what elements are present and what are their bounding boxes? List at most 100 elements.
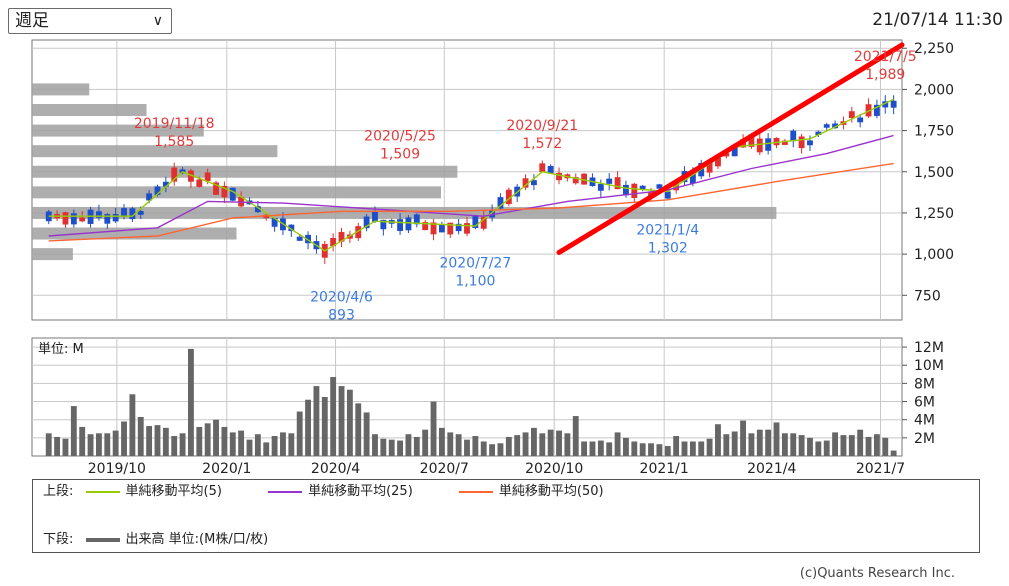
candle-down: [112, 214, 119, 222]
candle-down: [882, 101, 889, 108]
candle-up: [539, 163, 546, 172]
volume-bar: [497, 443, 504, 456]
ma-line-2: [48, 162, 894, 242]
legend-swatch-volume: [85, 537, 120, 542]
volume-bar: [623, 437, 629, 456]
candle-up: [723, 153, 730, 157]
candle-down: [890, 100, 897, 108]
candle-down: [405, 217, 412, 231]
volume-bar: [664, 446, 671, 456]
price-y-tick-label: 750: [914, 288, 941, 304]
volume-bar: [740, 420, 746, 456]
ma-line-1: [48, 134, 894, 237]
candle-up: [673, 183, 680, 191]
volume-unit-label: 単位: M: [38, 341, 84, 357]
candle-down: [162, 181, 169, 187]
volume-bar: [706, 438, 713, 456]
timestamp: 21/07/14 11:30: [872, 10, 1003, 30]
candle-up: [505, 189, 512, 205]
legend-swatch-ma50: [458, 490, 493, 493]
volume-bar: [179, 433, 186, 456]
candle-up: [447, 222, 454, 235]
volume-bar: [480, 441, 487, 456]
candle-down: [765, 138, 772, 151]
volume-bar: [146, 426, 153, 456]
candle-down: [438, 224, 445, 233]
annotation-value: 1,100: [455, 274, 495, 290]
candle-up: [522, 178, 529, 188]
volume-bar: [405, 434, 412, 456]
volume-y-tick-label: 2M: [914, 431, 935, 447]
volume-bar: [171, 436, 178, 456]
volume-profile-bar: [32, 186, 441, 199]
price-y-tick-label: 1,750: [914, 124, 954, 140]
volume-bar: [547, 429, 554, 456]
candle-down: [547, 165, 554, 174]
candle-down: [254, 206, 261, 213]
candle-down: [372, 210, 378, 222]
candle-down: [597, 183, 604, 191]
candle-down: [497, 197, 504, 209]
volume-bar: [422, 429, 429, 456]
volume-bar: [857, 429, 864, 456]
volume-bar: [121, 421, 127, 456]
candle-up: [422, 222, 429, 231]
candle-up: [556, 172, 562, 181]
x-tick-label: 2021/4: [747, 461, 796, 477]
volume-bar: [196, 426, 203, 456]
copyright: (c)Quants Research Inc.: [799, 566, 955, 581]
volume-bar: [589, 441, 596, 456]
volume-bar: [397, 440, 404, 456]
candle-down: [70, 213, 77, 225]
candle-up: [62, 212, 69, 225]
candle-up: [188, 170, 194, 182]
candle-down: [472, 215, 479, 228]
period-select[interactable]: 週足 ∨: [8, 8, 172, 34]
candle-up: [756, 138, 763, 153]
candle-down: [873, 104, 880, 116]
chevron-down-icon: ∨: [152, 13, 163, 29]
legend-swatch-ma5: [85, 490, 120, 493]
candle-up: [171, 167, 178, 182]
annotation-value: 1,302: [648, 240, 688, 256]
volume-bar: [79, 426, 86, 456]
volume-bar: [597, 440, 604, 456]
volume-profile-bar: [32, 206, 777, 219]
volume-y-tick-label: 10M: [914, 358, 944, 374]
volume-bar: [781, 433, 788, 456]
candle-down: [815, 131, 822, 136]
volume-profile-bar: [32, 124, 204, 137]
candle-down: [121, 208, 127, 217]
volume-profile-bar: [32, 248, 73, 261]
candle-up: [330, 238, 337, 247]
volume-bar: [346, 389, 353, 456]
volume-bar: [631, 441, 638, 456]
volume-bar: [271, 436, 278, 456]
volume-bar: [372, 434, 378, 456]
candle-down: [271, 217, 278, 227]
annotation-value: 1,509: [380, 146, 420, 162]
volume-bar: [87, 434, 94, 456]
candle-down: [731, 147, 738, 157]
candle-up: [196, 179, 203, 187]
legend-lower-label: 下段:: [43, 532, 74, 547]
candle-up: [798, 136, 805, 149]
legend-label-ma5: 単純移動平均(5): [125, 484, 222, 499]
volume-bar: [472, 436, 479, 456]
volume-bar: [505, 436, 512, 456]
candle-up: [204, 172, 211, 182]
volume-bar: [648, 443, 654, 456]
volume-bar: [455, 434, 462, 456]
volume-bar: [815, 441, 822, 456]
legend-label-ma25: 単純移動平均(25): [308, 484, 413, 499]
candle-down: [413, 214, 420, 225]
price-y-tick-label: 1,000: [914, 247, 954, 263]
annotation-date: 2021/1/4: [636, 222, 699, 238]
volume-bar: [447, 432, 454, 456]
candle-up: [213, 182, 219, 195]
candle-down: [288, 224, 295, 232]
candle-up: [430, 222, 437, 235]
candle-down: [832, 123, 839, 129]
volume-bar: [355, 403, 362, 456]
volume-bar: [62, 438, 69, 456]
